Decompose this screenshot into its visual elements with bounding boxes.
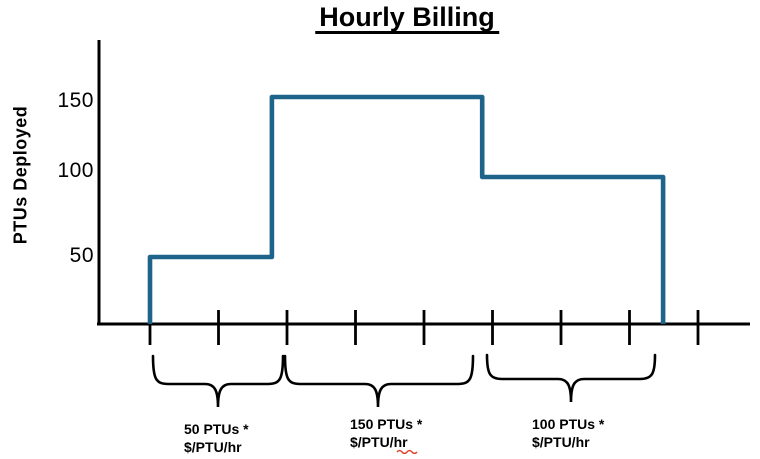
spellcheck-squiggle-icon — [396, 449, 418, 454]
segment-label-150-line2: $/PTU/hr — [350, 433, 408, 450]
chart-title: Hourly Billing — [315, 3, 499, 34]
segment-label-100-line1: 100 PTUs * — [532, 416, 605, 432]
segment-label-50-line1: 50 PTUs * — [184, 421, 249, 437]
segment-label-50: 50 PTUs * $/PTU/hr — [184, 421, 249, 456]
y-tick-label-150: 150 — [57, 89, 94, 112]
y-tick-label-100: 100 — [57, 159, 94, 182]
segment-brace-3 — [485, 353, 657, 403]
y-tick-label-50: 50 — [69, 244, 94, 267]
segment-label-100-line2: $/PTU/hr — [532, 433, 590, 450]
segment-label-150-line1: 150 PTUs * — [350, 416, 423, 432]
ptu-step-line — [147, 94, 666, 324]
segment-label-50-line2: $/PTU/hr — [184, 438, 242, 455]
segment-brace-1 — [151, 354, 285, 408]
segment-label-150: 150 PTUs * $/PTU/hr — [350, 416, 422, 451]
segment-label-100: 100 PTUs * $/PTU/hr — [532, 416, 604, 451]
segment-brace-2 — [283, 354, 475, 408]
